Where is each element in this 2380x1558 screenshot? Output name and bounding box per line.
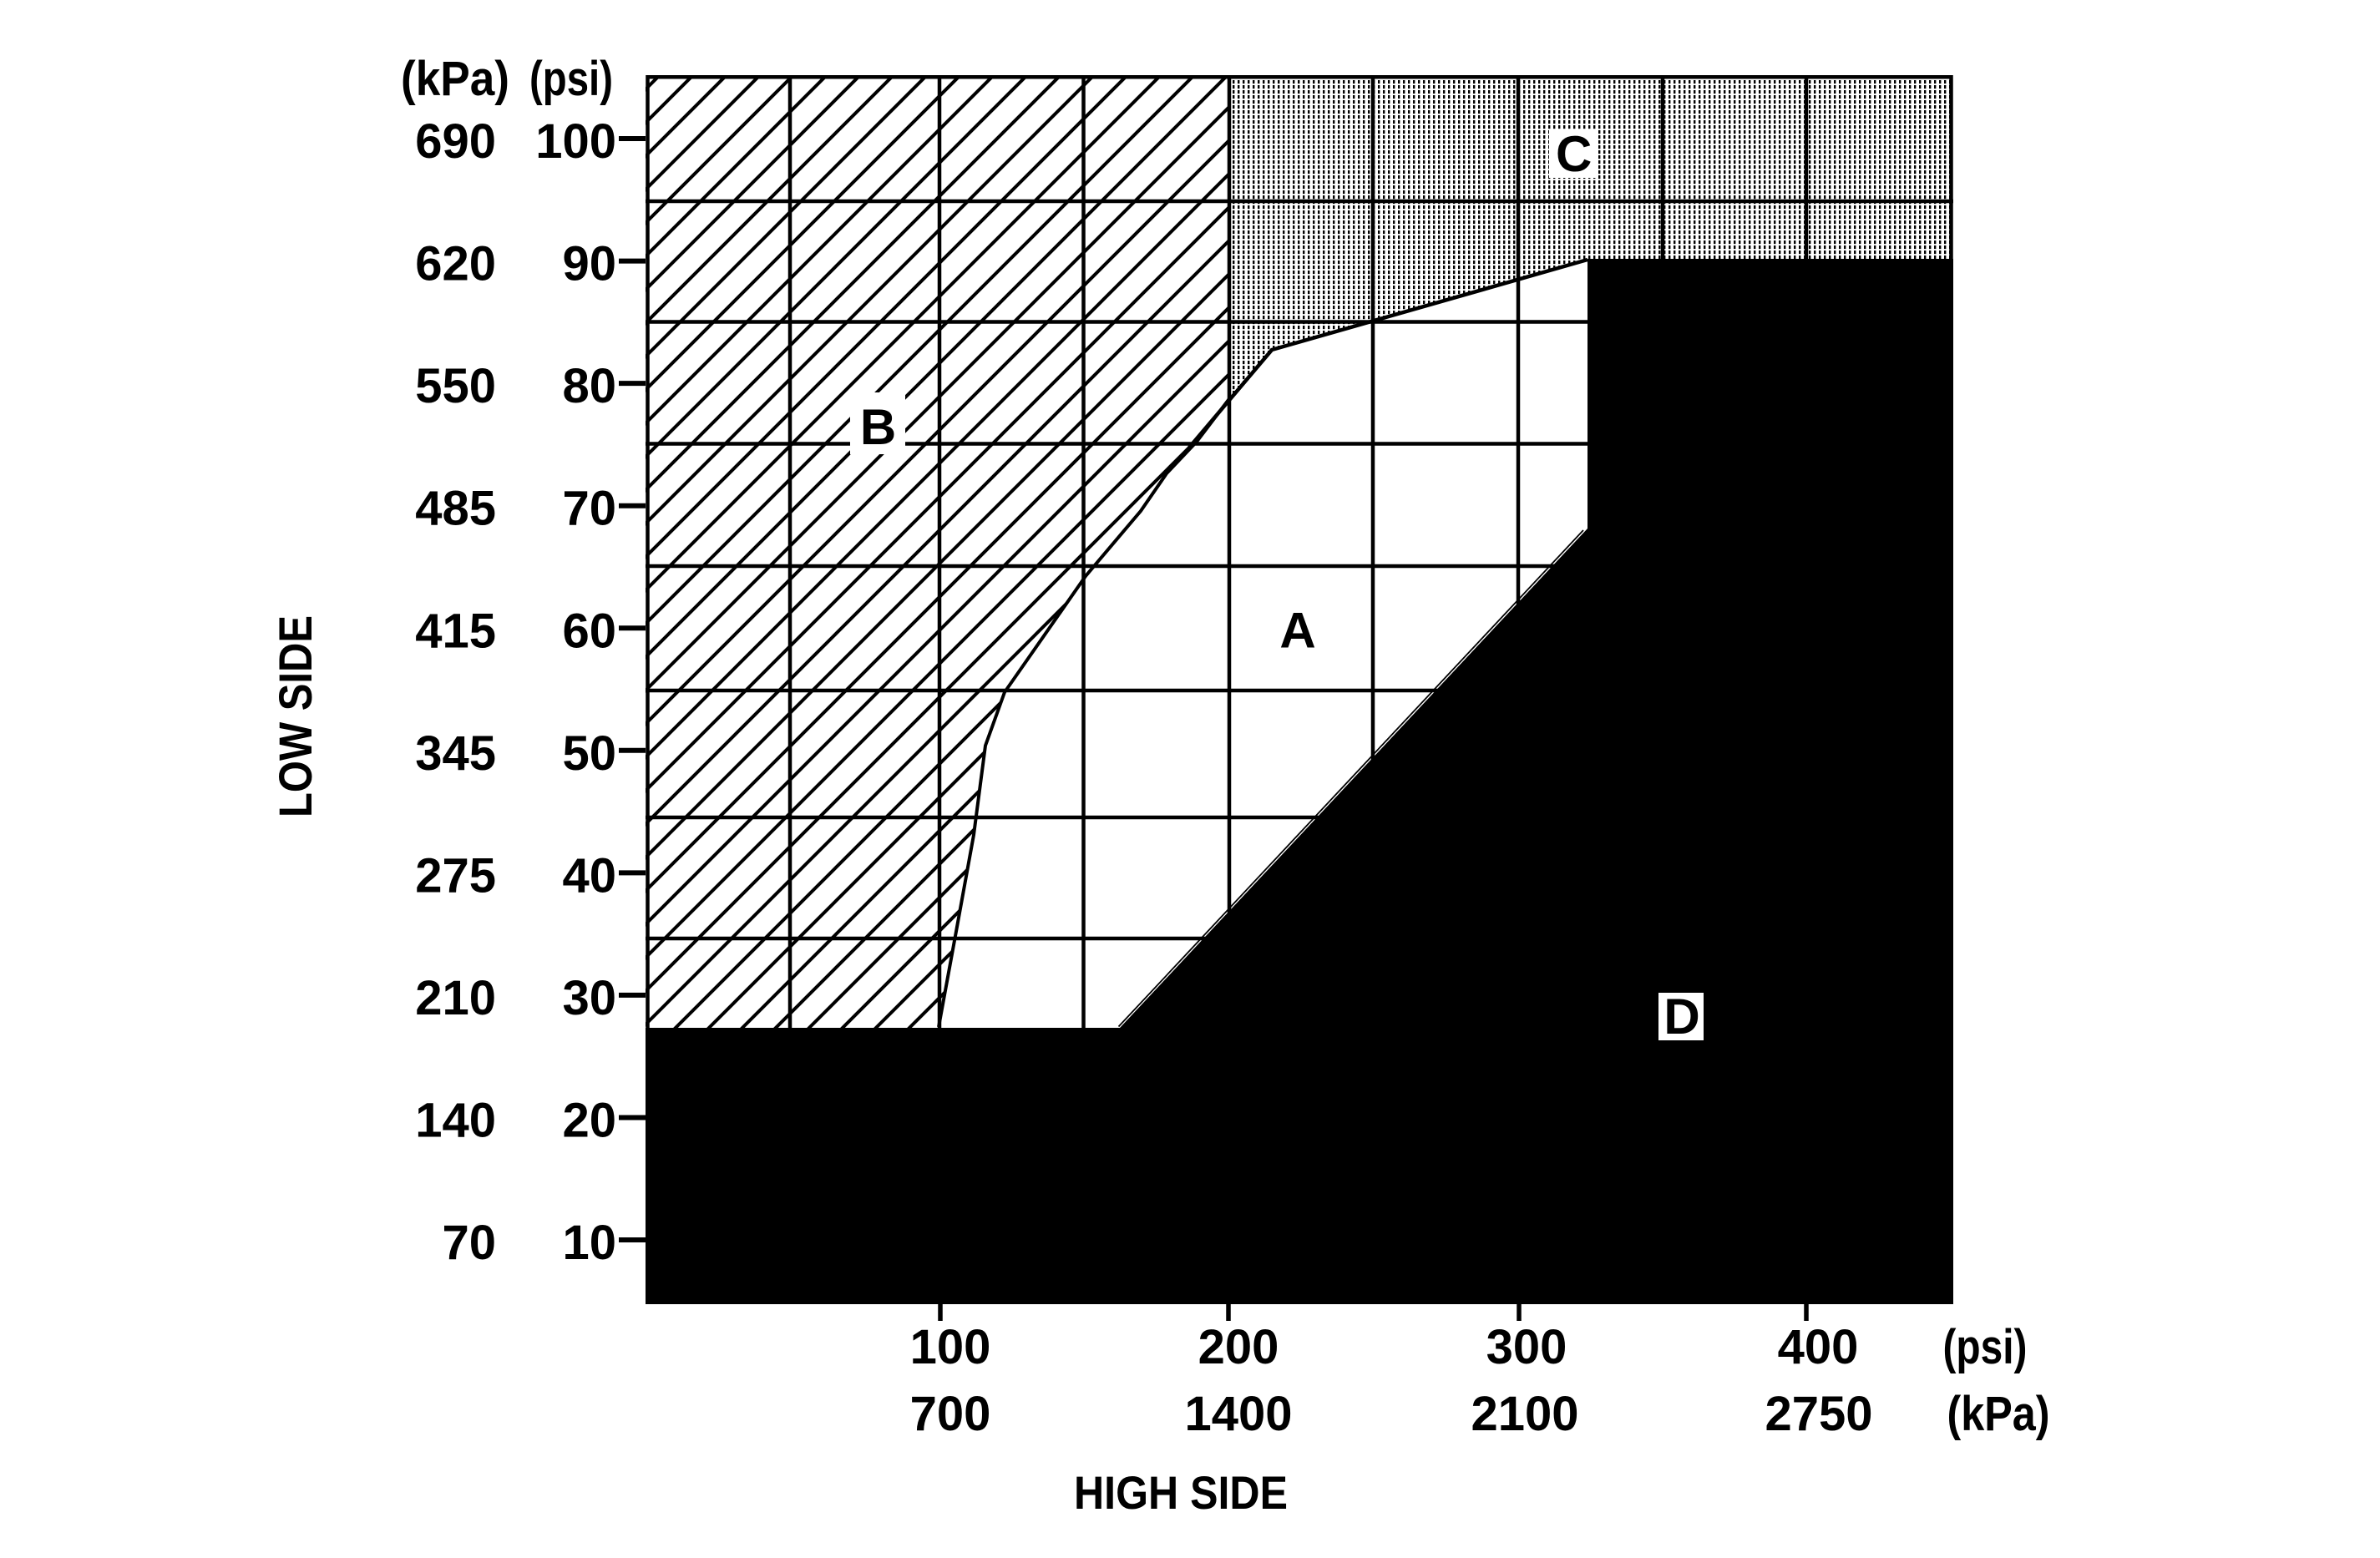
svg-text:620: 620 (415, 237, 496, 291)
svg-text:30: 30 (562, 971, 616, 1025)
svg-text:100: 100 (535, 114, 616, 169)
svg-text:LOW SIDE: LOW SIDE (269, 615, 322, 817)
svg-text:10: 10 (562, 1216, 616, 1270)
svg-text:210: 210 (415, 971, 496, 1025)
svg-text:70: 70 (442, 1216, 496, 1270)
svg-text:1400: 1400 (1184, 1387, 1292, 1441)
svg-text:60: 60 (562, 604, 616, 658)
svg-text:(kPa): (kPa) (401, 52, 509, 106)
svg-text:140: 140 (415, 1094, 496, 1148)
svg-text:700: 700 (910, 1387, 991, 1441)
svg-text:B: B (860, 399, 896, 455)
svg-text:400: 400 (1778, 1320, 1859, 1374)
svg-text:415: 415 (415, 604, 496, 658)
svg-text:2100: 2100 (1471, 1387, 1578, 1441)
svg-text:345: 345 (415, 726, 496, 781)
svg-text:(kPa): (kPa) (1947, 1387, 2050, 1441)
svg-text:300: 300 (1486, 1320, 1567, 1374)
svg-text:80: 80 (562, 359, 616, 413)
svg-text:2750: 2750 (1765, 1387, 1872, 1441)
svg-text:550: 550 (415, 359, 496, 413)
svg-text:275: 275 (415, 848, 496, 903)
svg-text:HIGH SIDE: HIGH SIDE (1074, 1466, 1288, 1519)
svg-text:D: D (1663, 989, 1699, 1045)
svg-text:(psi): (psi) (529, 52, 613, 106)
svg-text:(psi): (psi) (1943, 1320, 2028, 1374)
svg-text:100: 100 (910, 1320, 991, 1374)
svg-text:200: 200 (1198, 1320, 1279, 1374)
svg-text:40: 40 (562, 848, 616, 903)
svg-text:690: 690 (415, 114, 496, 169)
svg-text:70: 70 (562, 482, 616, 536)
svg-text:C: C (1556, 126, 1592, 182)
svg-text:90: 90 (562, 237, 616, 291)
svg-text:485: 485 (415, 482, 496, 536)
svg-text:20: 20 (562, 1094, 616, 1148)
svg-text:50: 50 (562, 726, 616, 781)
svg-text:A: A (1279, 603, 1315, 659)
